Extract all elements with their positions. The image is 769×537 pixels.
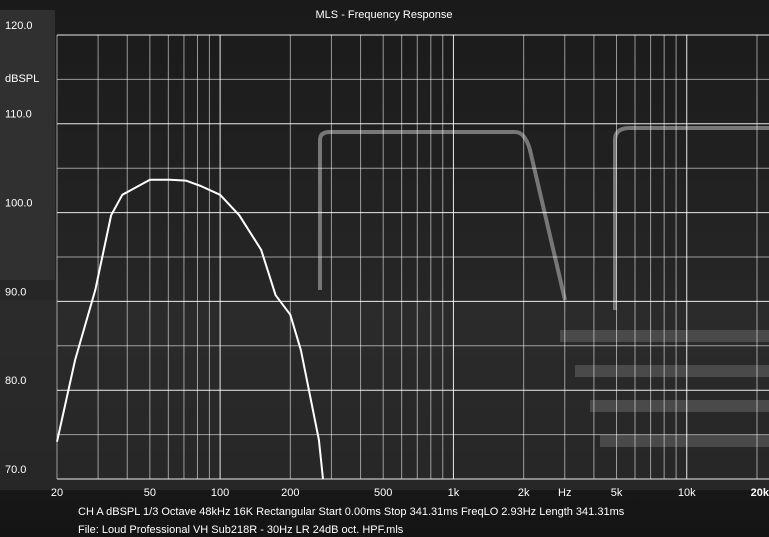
background-speaker [0,10,55,280]
y-tick-label: 120.0 [5,20,33,32]
x-tick-label: Hz [558,487,571,499]
settings-footer: CH A dBSPL 1/3 Octave 48kHz 16K Rectangu… [78,506,625,518]
y-axis-label: dBSPL [5,73,39,85]
x-tick-label: 10k [678,487,696,499]
y-tick-label: 110.0 [5,109,32,121]
background-railing [318,126,769,310]
file-name: File: Loud Professional VH Sub218R - 30H… [78,524,404,536]
y-tick-label: 80.0 [5,375,26,387]
x-tick-label: 500 [374,487,392,499]
x-tick-label: 2k [518,487,530,499]
x-tick-label: 100 [211,487,229,499]
y-tick-label: 70.0 [5,464,26,476]
x-tick-label: 1k [448,487,460,499]
x-tick-label: 5k [611,487,623,499]
y-tick-label: 100.0 [5,198,33,210]
y-tick-label: 90.0 [5,286,26,298]
response-curve [56,178,324,480]
x-tick-label: 20k [751,487,769,499]
x-tick-label: 200 [281,487,299,499]
chart-title: MLS - Frequency Response [316,9,453,21]
x-tick-label: 50 [144,487,156,499]
x-tick-label: 20 [51,487,63,499]
background-floor [0,300,769,490]
